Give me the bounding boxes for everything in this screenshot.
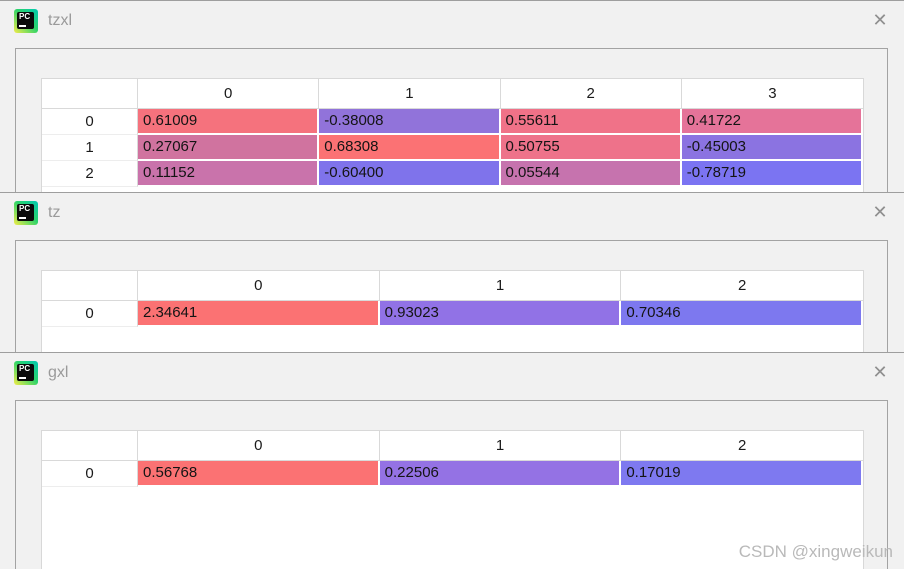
array-table: 0 1 2 0 0.56768 0.22506 0.17019 [42,431,863,487]
table-cell[interactable]: 0.50755 [500,135,682,161]
array-table-container: 0 1 2 3 0 0.61009 -0.38008 0.55611 0.41722 1 0.270… [41,78,864,192]
column-header[interactable]: 0 [138,431,380,461]
pycharm-icon: PC [14,9,38,33]
column-header[interactable]: 1 [319,79,501,109]
table-cell[interactable]: 0.93023 [379,301,622,327]
pycharm-icon: PC [14,361,38,385]
window-title: tz [48,204,61,221]
table-cell[interactable]: 0.11152 [138,161,320,187]
column-header[interactable]: 2 [621,271,863,301]
data-view-panel: 0 1 2 0 0.56768 0.22506 0.17019 [15,400,888,569]
row-header[interactable]: 0 [42,109,138,135]
table-cell[interactable]: -0.45003 [681,135,863,161]
pycharm-icon: PC [14,201,38,225]
pycharm-icon-label: PC [19,204,31,213]
array-table-container: 0 1 2 0 0.56768 0.22506 0.17019 [41,430,864,569]
titlebar-tzxl[interactable]: PC tzxl ✕ [0,1,904,47]
data-view-panel: 0 1 2 0 2.34641 0.93023 0.70346 [15,240,888,352]
array-table: 0 1 2 0 2.34641 0.93023 0.70346 [42,271,863,327]
table-cell[interactable]: 0.55611 [500,109,682,135]
array-table-container: 0 1 2 0 2.34641 0.93023 0.70346 [41,270,864,352]
data-view-panel: 0 1 2 3 0 0.61009 -0.38008 0.55611 0.41722 1 0.270… [15,48,888,192]
close-icon[interactable]: ✕ [872,202,888,222]
table-corner-cell [42,271,138,301]
table-cell[interactable]: 2.34641 [138,301,380,327]
window-gxl: PC gxl ✕ 0 1 2 0 0.56768 0.22506 0.17019 [0,352,904,569]
column-header[interactable]: 3 [681,79,863,109]
table-cell[interactable]: -0.38008 [319,109,501,135]
table-corner-cell [42,431,138,461]
table-cell[interactable]: 0.68308 [319,135,501,161]
pycharm-icon-underscore [19,377,26,379]
row-header[interactable]: 0 [42,461,138,487]
column-header[interactable]: 2 [621,431,863,461]
window-tz: PC tz ✕ 0 1 2 0 2.34641 0.93023 0.70346 [0,192,904,352]
csdn-watermark: CSDN @xingweikun [738,542,893,561]
table-cell[interactable]: 0.17019 [621,461,863,487]
window-tzxl: PC tzxl ✕ 0 1 2 3 0 0.61009 -0.38008 0.55611 0.4… [0,0,904,192]
window-title: tzxl [48,12,72,29]
column-header[interactable]: 0 [138,79,320,109]
table-corner-cell [42,79,138,109]
table-cell[interactable]: 0.70346 [621,301,863,327]
row-header[interactable]: 2 [42,161,138,187]
row-header[interactable]: 1 [42,135,138,161]
column-header[interactable]: 1 [379,431,622,461]
window-title: gxl [48,364,69,381]
table-cell[interactable]: 0.05544 [500,161,682,187]
pycharm-icon-underscore [19,25,26,27]
close-icon[interactable]: ✕ [872,362,888,382]
column-header[interactable]: 1 [379,271,622,301]
table-cell[interactable]: 0.56768 [138,461,380,487]
pycharm-icon-label: PC [19,12,31,21]
table-cell[interactable]: 0.27067 [138,135,320,161]
titlebar-gxl[interactable]: PC gxl ✕ [0,353,904,399]
row-header[interactable]: 0 [42,301,138,327]
table-cell[interactable]: 0.22506 [379,461,622,487]
table-cell[interactable]: -0.60400 [319,161,501,187]
close-icon[interactable]: ✕ [872,10,888,30]
pycharm-icon-underscore [19,217,26,219]
pycharm-icon-label: PC [19,364,31,373]
table-cell[interactable]: 0.41722 [681,109,863,135]
titlebar-tz[interactable]: PC tz ✕ [0,193,904,239]
array-table: 0 1 2 3 0 0.61009 -0.38008 0.55611 0.41722 1 0.270… [42,79,863,187]
table-cell[interactable]: -0.78719 [681,161,863,187]
column-header[interactable]: 2 [500,79,682,109]
column-header[interactable]: 0 [138,271,380,301]
table-cell[interactable]: 0.61009 [138,109,320,135]
